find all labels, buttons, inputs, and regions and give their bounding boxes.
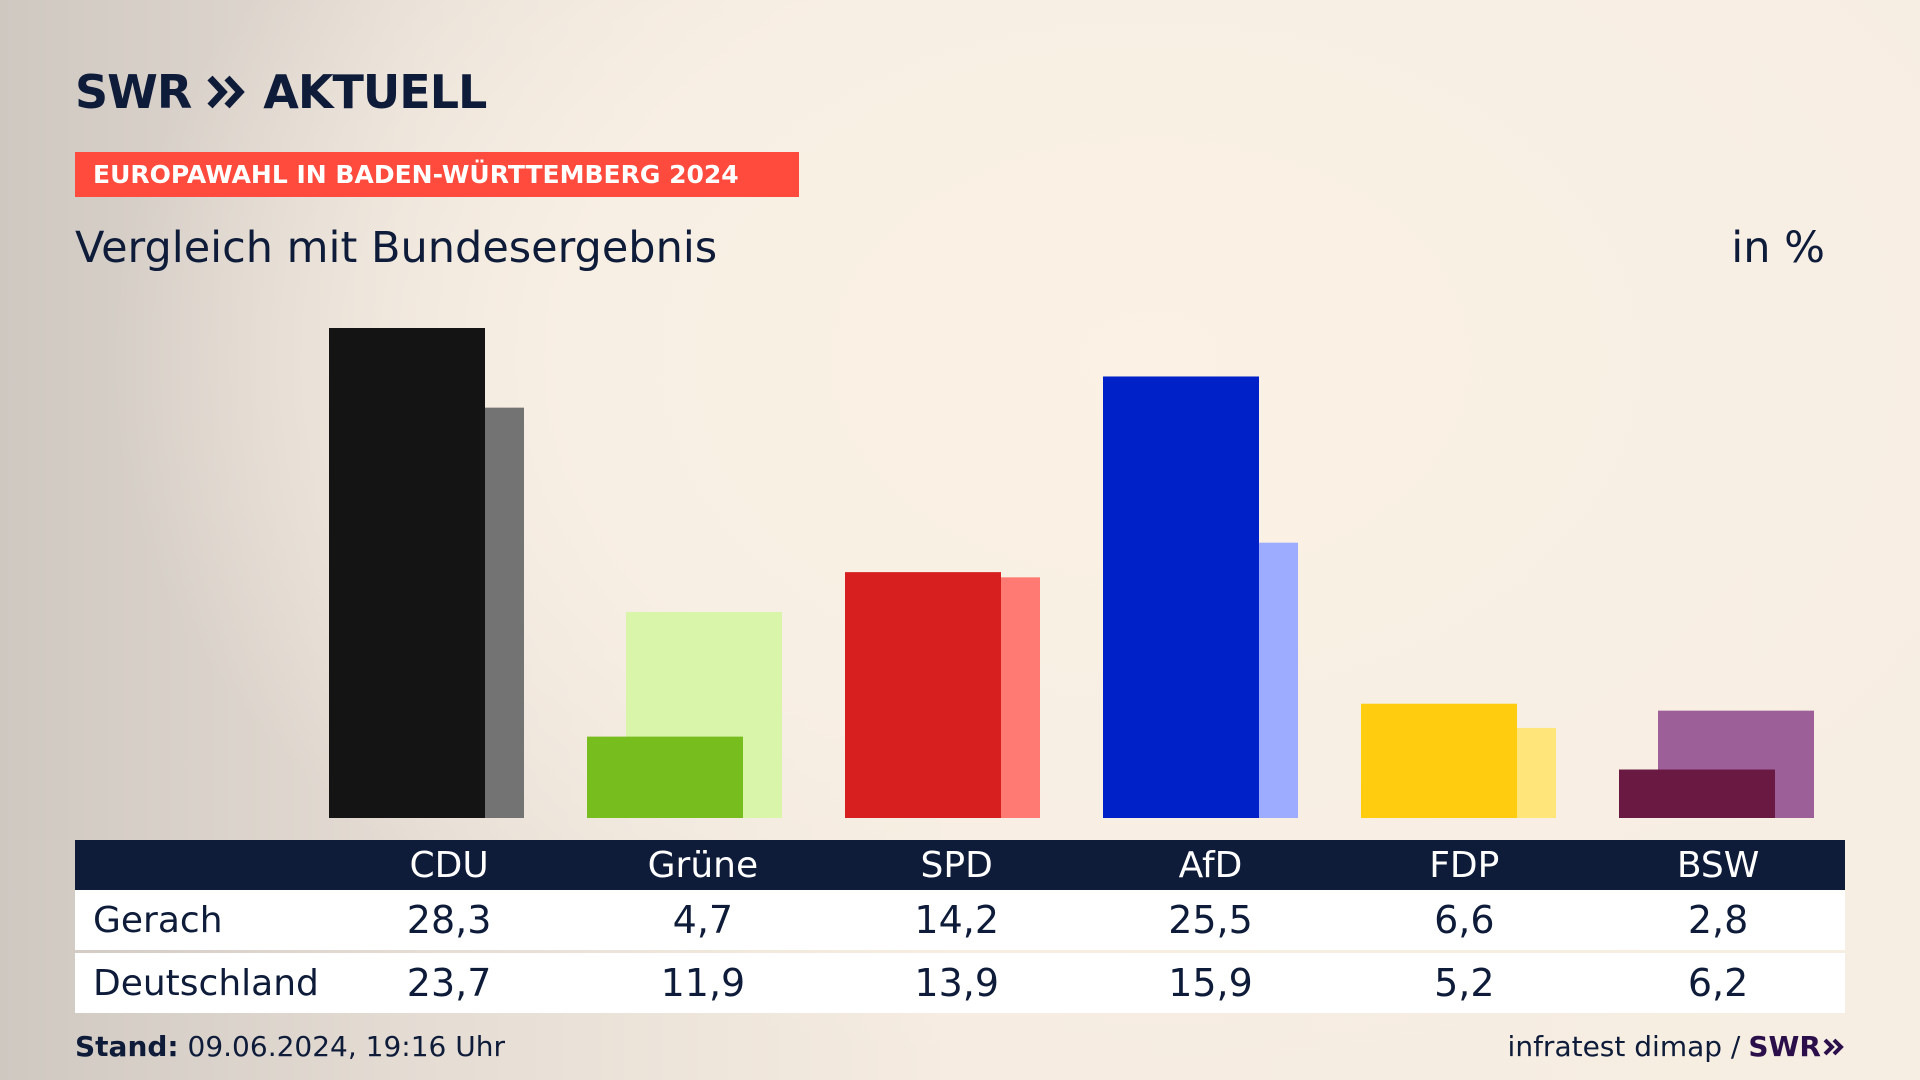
- small-chevron-icon: [1823, 1038, 1844, 1055]
- bar-cdu-gerach: [329, 328, 485, 818]
- timestamp: Stand: 09.06.2024, 19:16 Uhr: [75, 1030, 505, 1063]
- stand-label: Stand:: [75, 1030, 179, 1063]
- header-cell-bsw: BSW: [1676, 844, 1760, 886]
- stand-value: 09.06.2024, 19:16 Uhr: [187, 1030, 505, 1063]
- source-credit: infratest dimap / SWR: [1508, 1030, 1845, 1063]
- header-cell-fdp: FDP: [1429, 844, 1500, 886]
- header-cell-afd: AfD: [1178, 844, 1243, 886]
- chart-subtitle: Vergleich mit Bundesergebnis: [75, 223, 718, 273]
- value-cell: 23,7: [406, 961, 492, 1005]
- swr-aktuell-logo: SWR AKTUELL: [75, 62, 487, 122]
- value-cell: 6,6: [1434, 898, 1495, 942]
- value-cell: 4,7: [672, 898, 734, 942]
- swr-small-text: SWR: [1748, 1030, 1821, 1063]
- logo-swr-text: SWR: [75, 65, 192, 119]
- bar-spd-gerach: [845, 572, 1001, 818]
- bar-afd-gerach: [1103, 376, 1259, 818]
- value-cell: 14,2: [914, 898, 999, 942]
- swr-small-logo: SWR: [1748, 1030, 1845, 1063]
- logo-aktuell-text: AKTUELL: [263, 65, 487, 119]
- bar-bsw-gerach: [1619, 769, 1775, 818]
- row-label-deutschland: Deutschland: [93, 962, 319, 1004]
- bar-gruene-gerach: [587, 736, 743, 818]
- header-cell-spd: SPD: [920, 844, 993, 886]
- header-cell-gruene: Grüne: [647, 844, 759, 886]
- value-cell: 25,5: [1168, 898, 1253, 942]
- results-table: CDU Grüne SPD AfD FDP BSW Gerach 28,3 4,…: [75, 840, 1845, 1013]
- row-label-gerach: Gerach: [93, 899, 223, 941]
- value-cell: 5,2: [1434, 961, 1495, 1005]
- table-header-row: CDU Grüne SPD AfD FDP BSW: [75, 840, 1845, 890]
- bar-chart: [329, 328, 1814, 818]
- header-cell-cdu: CDU: [409, 844, 489, 886]
- election-banner: EUROPAWAHL IN BADEN-WÜRTTEMBERG 2024: [75, 152, 799, 197]
- value-cell: 13,9: [914, 961, 999, 1005]
- value-cell: 15,9: [1168, 961, 1253, 1005]
- value-cell: 6,2: [1687, 961, 1749, 1005]
- value-cell: 11,9: [660, 961, 746, 1005]
- unit-label: in %: [1731, 223, 1825, 273]
- source-text: infratest dimap /: [1507, 1030, 1741, 1063]
- value-cell: 2,8: [1687, 898, 1749, 942]
- double-chevron-icon: [207, 74, 247, 110]
- table-row-deutschland: Deutschland 23,7 11,9 13,9 15,9 5,2 6,2: [75, 953, 1845, 1013]
- value-cell: 28,3: [406, 898, 492, 942]
- bar-fdp-gerach: [1361, 703, 1517, 818]
- table-row-gerach: Gerach 28,3 4,7 14,2 25,5 6,6 2,8: [75, 890, 1845, 950]
